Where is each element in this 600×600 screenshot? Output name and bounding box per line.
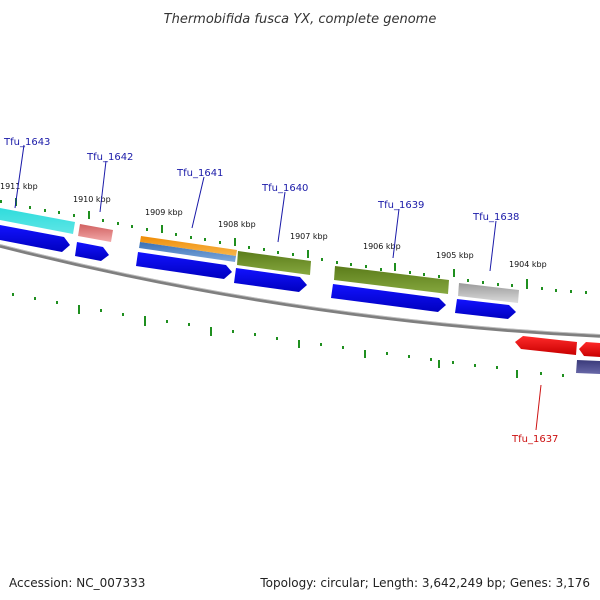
- gene-label-tfu-1642[interactable]: Tfu_1642: [86, 152, 133, 163]
- genome-backbone-highlight: [0, 244, 600, 335]
- gene-label-tfu-1643[interactable]: Tfu_1643: [3, 137, 50, 148]
- upper-tick-ring: [0, 200, 587, 294]
- cds-arrow-forward[interactable]: [75, 242, 109, 261]
- map-title: Thermobifida fusca YX, complete genome: [164, 12, 437, 27]
- genome-backbone: [0, 244, 600, 338]
- cds-arrow-reverse[interactable]: [579, 342, 600, 357]
- feature-bar-pink[interactable]: [78, 224, 113, 242]
- feature-track: [0, 208, 519, 303]
- cds-arrow-forward[interactable]: [331, 284, 446, 312]
- forward-cds-track: [0, 225, 516, 319]
- feature-bar-olive-1[interactable]: [237, 251, 311, 275]
- kbp-label: 1907 kbp: [290, 232, 328, 241]
- feature-bar-olive-2[interactable]: [334, 266, 449, 294]
- cds-arrow-forward[interactable]: [136, 252, 232, 279]
- genome-summary-text: Topology: circular; Length: 3,642,249 bp…: [259, 576, 590, 590]
- feature-bar-grey[interactable]: [458, 283, 519, 303]
- feature-bar-orange[interactable]: [140, 236, 237, 256]
- feature-bar-cyan[interactable]: [0, 208, 75, 234]
- kbp-label: 1911 kbp: [0, 182, 38, 191]
- kbp-label: 1910 kbp: [73, 195, 111, 204]
- cds-arrow-forward[interactable]: [234, 268, 307, 292]
- reverse-cds-track: [515, 336, 600, 374]
- gene-label-tfu-1637[interactable]: Tfu_1637: [511, 434, 558, 445]
- feature-bar-steel[interactable]: [139, 242, 236, 262]
- gene-label-tfu-1640[interactable]: Tfu_1640: [261, 183, 308, 194]
- cds-arrow-reverse[interactable]: [515, 336, 577, 355]
- kbp-label: 1905 kbp: [436, 251, 474, 260]
- lower-major-ticks: [78, 306, 518, 378]
- gene-labels: Tfu_1643 Tfu_1642 Tfu_1641 Tfu_1640 Tfu_…: [3, 137, 558, 445]
- kbp-label: 1909 kbp: [145, 208, 183, 217]
- gene-leader-lines: [14, 144, 542, 431]
- kbp-label: 1906 kbp: [363, 242, 401, 251]
- kbp-label: 1908 kbp: [218, 220, 256, 229]
- kbp-label: 1904 kbp: [509, 260, 547, 269]
- cds-arrow-forward[interactable]: [0, 225, 70, 252]
- gene-label-tfu-1641[interactable]: Tfu_1641: [176, 168, 223, 179]
- gene-label-tfu-1638[interactable]: Tfu_1638: [472, 212, 519, 223]
- cds-arrow-forward[interactable]: [455, 299, 516, 319]
- kbp-labels: 1911 kbp 1910 kbp 1909 kbp 1908 kbp 1907…: [0, 182, 547, 269]
- accession-text: Accession: NC_007333: [9, 576, 145, 590]
- gene-label-tfu-1639[interactable]: Tfu_1639: [377, 200, 424, 211]
- feature-bar-dark-purple[interactable]: [576, 360, 600, 374]
